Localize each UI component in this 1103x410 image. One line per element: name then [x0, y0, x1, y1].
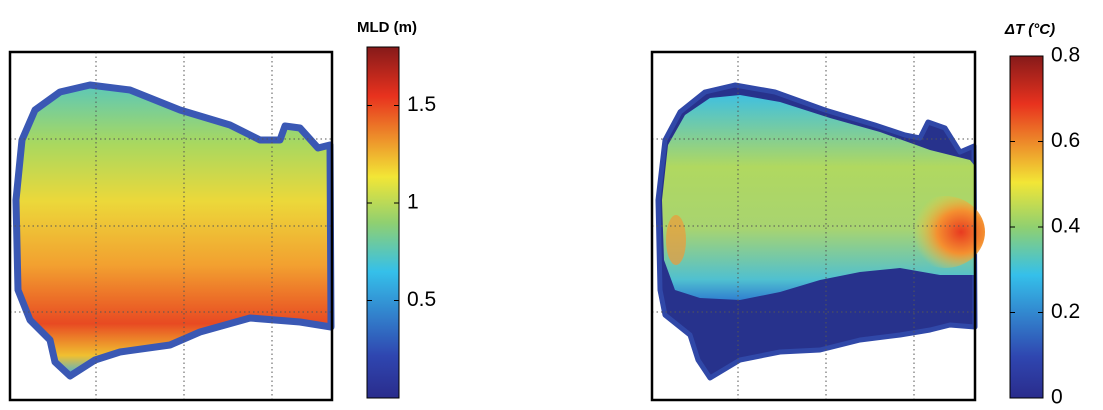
dt-map — [650, 50, 985, 402]
colorbar — [1009, 55, 1044, 399]
colorbar-tick-label: 0.6 — [1051, 129, 1080, 152]
colorbar-tick-label: 1.5 — [407, 93, 436, 116]
colorbar — [366, 46, 400, 399]
colorbar-title: MLD (m) — [357, 19, 417, 36]
colorbar-title: ΔT (°C) — [1004, 21, 1055, 38]
colorbar-tick-label: 1 — [407, 191, 419, 214]
colorbar-tick-label: 0.2 — [1051, 300, 1080, 323]
colorbar-tick-label: 0 — [1051, 386, 1063, 409]
colorbar-tick-label: 0.4 — [1051, 215, 1081, 238]
mld-map — [8, 50, 335, 402]
colorbar-tick-label: 0.8 — [1051, 44, 1080, 67]
colorbar-tick-label: 0.5 — [407, 288, 436, 311]
